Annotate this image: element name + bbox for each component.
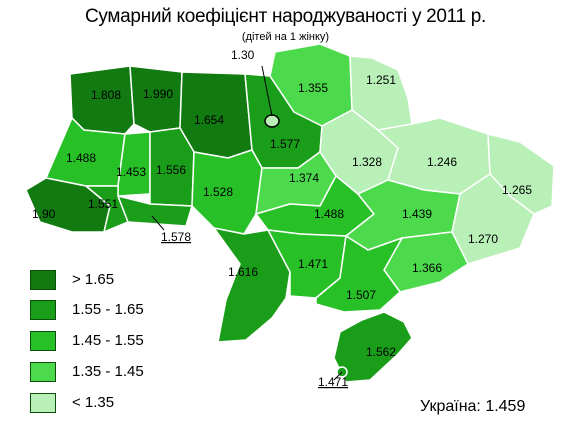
region-kyiv-city — [264, 114, 280, 128]
legend-swatch — [30, 331, 56, 351]
legend-swatch — [30, 362, 56, 382]
label-chernivtsi: 1.578 — [161, 230, 191, 244]
label-mykolaiv: 1.471 — [298, 257, 328, 271]
region-ternopil — [117, 131, 151, 197]
legend-label: 1.45 - 1.55 — [72, 332, 144, 349]
legend-swatch — [30, 300, 56, 320]
legend-label: 1.35 - 1.45 — [72, 363, 144, 380]
label-zakarpattia: 1.90 — [32, 207, 56, 221]
label-donetsk: 1.270 — [468, 232, 498, 246]
leader-kyiv-city — [261, 65, 273, 117]
leader-sevastopol — [333, 371, 343, 381]
region-chernivtsi — [117, 195, 193, 227]
legend-label: 1.55 - 1.65 — [72, 301, 144, 318]
label-crimea: 1.562 — [366, 345, 396, 359]
label-sumy: 1.251 — [366, 73, 396, 87]
label-kyiv-city: 1.30 — [231, 48, 255, 62]
legend-swatch — [30, 270, 56, 290]
label-odesa: 1.616 — [228, 265, 258, 279]
legend-swatch — [30, 393, 56, 413]
label-cherkasy: 1.374 — [289, 171, 319, 185]
label-vinnytsia: 1.528 — [203, 185, 233, 199]
label-dnipropetrovsk: 1.439 — [402, 207, 432, 221]
ukraine-total: Україна: 1.459 — [420, 398, 526, 415]
map-title: Сумарний коефіцієнт народжуваності у 201… — [84, 6, 487, 27]
label-rivne: 1.990 — [143, 87, 173, 101]
legend-label: > 1.65 — [72, 271, 115, 288]
label-zaporizhzhia: 1.366 — [412, 261, 442, 275]
label-lviv: 1.488 — [66, 151, 96, 165]
label-luhansk: 1.265 — [502, 183, 532, 197]
label-chernihiv: 1.355 — [298, 81, 328, 95]
label-sevastopol: 1.471 — [318, 375, 348, 389]
label-volyn: 1.808 — [91, 88, 121, 102]
leader-chernivtsi — [151, 215, 165, 231]
label-khmelnytskyi: 1.556 — [156, 163, 186, 177]
map-subtitle: (дітей на 1 жінку) — [241, 31, 330, 43]
region-odesa — [213, 227, 291, 343]
label-ivano-frankivsk: 1.551 — [88, 197, 118, 211]
label-kirovohrad: 1.488 — [314, 207, 344, 221]
label-kharkiv: 1.246 — [427, 155, 457, 169]
legend-label: < 1.35 — [72, 394, 115, 411]
label-zhytomyr: 1.654 — [194, 113, 224, 127]
label-kherson: 1.507 — [346, 288, 376, 302]
region-kherson — [315, 235, 403, 313]
label-poltava: 1.328 — [352, 155, 382, 169]
label-ternopil: 1.453 — [116, 165, 146, 179]
label-kyiv-oblast: 1.577 — [270, 137, 300, 151]
